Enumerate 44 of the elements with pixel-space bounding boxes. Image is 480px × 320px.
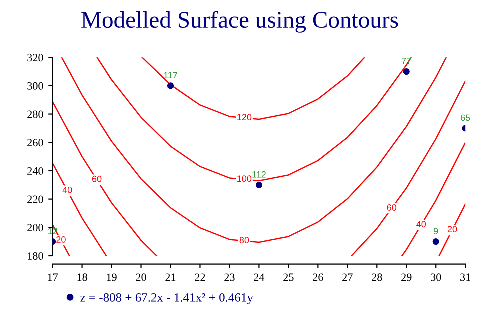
series-label: 80	[240, 237, 250, 244]
x-tick-label: 30	[431, 274, 442, 282]
series-label: 60	[92, 176, 102, 182]
y-tick-label: 200	[28, 224, 44, 232]
x-tick-label: 31	[460, 274, 470, 282]
x-tick-label: 23	[224, 274, 235, 282]
point	[403, 68, 410, 76]
y-tick-label: 220	[28, 196, 44, 204]
x-tick-label: 29	[402, 274, 412, 282]
series-label: 100	[238, 176, 252, 182]
x-tick-label: 25	[284, 274, 294, 282]
annotation: 9	[434, 228, 438, 234]
annotation: 65	[461, 114, 470, 122]
series-label: 40	[62, 186, 72, 194]
y-tick-label: 320	[28, 54, 44, 62]
series-label: 60	[387, 204, 397, 211]
annotation: 112	[252, 171, 266, 178]
y-tick-label: 280	[28, 110, 44, 118]
y-tick-label: 300	[28, 82, 44, 90]
annotation: 117	[164, 72, 178, 79]
x-tick-label: 26	[313, 274, 324, 282]
y-tick-label: 260	[28, 139, 44, 147]
x-tick-label: 21	[166, 274, 176, 282]
x-tick-label: 20	[136, 274, 146, 282]
line-series	[142, 58, 366, 120]
series-label: 20	[448, 226, 458, 233]
x-tick-label: 28	[372, 274, 382, 282]
y-tick-label: 240	[28, 167, 44, 175]
x-tick-label: 24	[254, 274, 265, 282]
legend-label: z = -808 + 67.2x - 1.41x² + 0.461y	[80, 293, 254, 304]
chart-title: Modelled Surface using Contours	[82, 11, 398, 33]
x-tick-label: 19	[107, 274, 117, 282]
x-tick-label: 22	[195, 274, 206, 282]
series-label: 40	[416, 221, 426, 228]
line-series	[402, 142, 466, 256]
x-tick-label: 27	[342, 274, 353, 282]
series-label: 120	[238, 114, 252, 121]
series-label: 20	[56, 236, 66, 243]
x-tick-label: 17	[48, 274, 58, 282]
point	[256, 182, 262, 188]
point	[167, 82, 174, 90]
x-tick-label: 18	[78, 274, 88, 282]
point	[432, 238, 440, 246]
y-tick-label: 180	[28, 252, 44, 260]
